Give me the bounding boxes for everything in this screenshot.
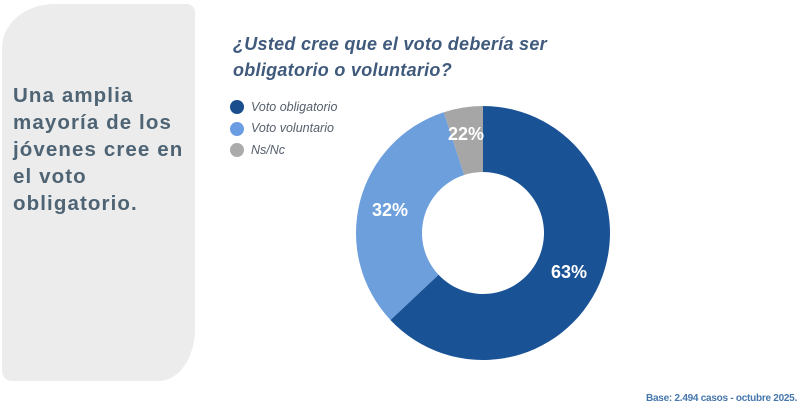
- svg-text:63%: 63%: [551, 262, 587, 282]
- svg-text:22%: 22%: [448, 124, 484, 144]
- svg-text:32%: 32%: [372, 200, 408, 220]
